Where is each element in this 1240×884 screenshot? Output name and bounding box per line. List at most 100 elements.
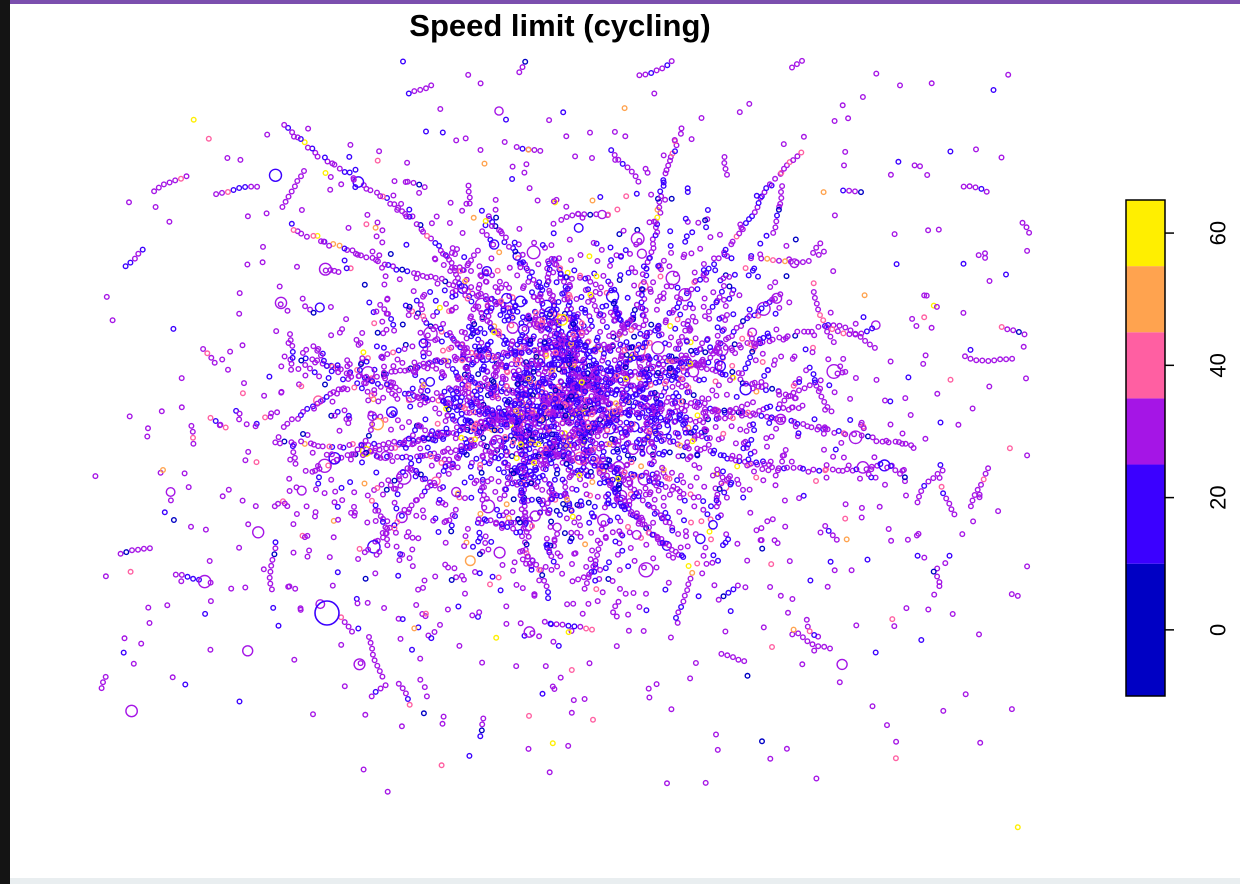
map-point — [922, 435, 929, 442]
map-point — [824, 583, 831, 590]
map-point — [287, 456, 294, 463]
map-point — [604, 472, 611, 479]
map-point — [282, 198, 289, 205]
map-point — [631, 306, 638, 313]
map-point — [488, 384, 495, 391]
map-point — [810, 280, 817, 287]
map-point — [651, 389, 658, 396]
map-point — [689, 313, 696, 320]
map-point — [887, 463, 894, 470]
map-point — [354, 446, 361, 453]
map-point — [328, 476, 335, 483]
map-point — [858, 504, 865, 511]
map-point — [434, 280, 441, 287]
map-point — [728, 255, 735, 262]
map-point — [581, 401, 588, 408]
map-point — [290, 549, 297, 556]
map-point — [655, 474, 662, 481]
map-point — [940, 707, 947, 714]
map-point — [610, 300, 617, 307]
map-point — [206, 558, 213, 565]
map-point — [721, 296, 728, 303]
map-point — [471, 321, 478, 328]
map-point — [715, 339, 722, 346]
map-point — [557, 674, 564, 681]
map-point — [402, 444, 409, 451]
map-point — [598, 246, 605, 253]
map-point — [286, 488, 293, 495]
map-point — [464, 295, 471, 302]
map-point — [419, 306, 426, 313]
map-point — [367, 427, 374, 434]
map-point — [633, 301, 640, 308]
map-point — [738, 224, 745, 231]
map-point — [729, 362, 736, 369]
map-point — [600, 312, 607, 319]
map-point — [973, 146, 980, 153]
map-point — [639, 437, 646, 444]
map-point — [666, 365, 673, 372]
map-point — [713, 494, 720, 501]
map-point — [498, 388, 505, 395]
map-point — [868, 463, 875, 470]
map-point — [665, 433, 672, 440]
map-point — [639, 409, 646, 416]
map-point — [285, 193, 292, 200]
map-point — [134, 546, 141, 553]
map-point — [730, 328, 737, 335]
map-point — [971, 492, 978, 499]
map-point — [140, 545, 147, 552]
map-point — [763, 232, 770, 239]
map-point — [542, 380, 549, 387]
map-point — [300, 431, 307, 438]
map-point — [463, 200, 470, 207]
map-point — [406, 206, 413, 213]
map-point — [271, 551, 278, 558]
map-point — [471, 442, 478, 449]
map-point — [859, 93, 866, 100]
map-point — [369, 651, 376, 658]
map-point — [146, 545, 153, 552]
map-point — [224, 188, 231, 195]
map-point — [691, 503, 698, 510]
map-point — [502, 234, 509, 241]
map-point — [500, 307, 507, 314]
map-point — [519, 64, 526, 71]
map-point — [752, 357, 759, 364]
map-point — [411, 625, 418, 632]
map-point — [715, 557, 722, 564]
map-point — [303, 233, 310, 240]
map-point — [831, 212, 838, 219]
map-point — [591, 346, 598, 353]
map-point — [846, 187, 853, 194]
map-point — [617, 341, 624, 348]
map-point — [327, 173, 334, 180]
map-point — [641, 564, 648, 571]
map-point — [362, 380, 369, 387]
map-point — [381, 369, 388, 376]
map-point — [689, 229, 696, 236]
map-point — [551, 542, 558, 549]
map-point — [822, 425, 829, 432]
map-point — [632, 173, 639, 180]
map-point — [721, 489, 728, 496]
map-point — [617, 272, 624, 279]
map-point — [529, 523, 536, 530]
map-point — [863, 466, 870, 473]
map-point — [887, 171, 894, 178]
map-point — [442, 539, 449, 546]
map-point — [651, 340, 665, 355]
map-point — [391, 178, 398, 185]
map-point — [712, 424, 719, 431]
map-point — [666, 353, 673, 360]
map-point — [705, 441, 712, 448]
map-point — [589, 479, 596, 486]
map-point — [422, 416, 429, 423]
map-point — [840, 187, 847, 194]
map-point — [548, 423, 555, 430]
map-point — [463, 373, 470, 380]
map-point — [516, 417, 523, 424]
map-point — [680, 598, 687, 605]
map-point — [399, 469, 406, 476]
map-point — [510, 470, 517, 477]
